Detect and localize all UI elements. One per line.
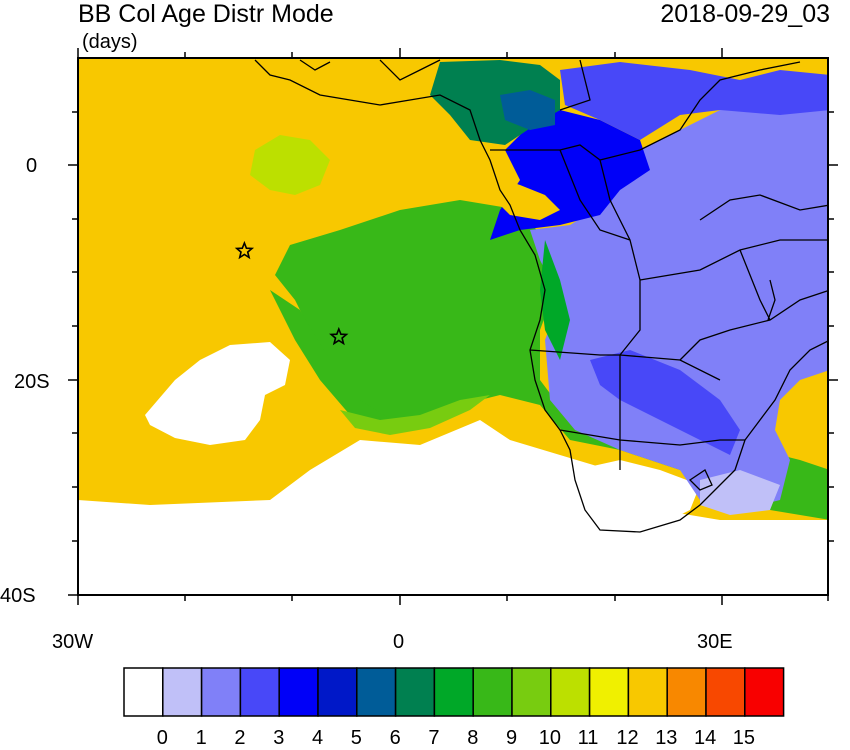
- colorbar-swatch: [744, 667, 785, 717]
- colorbar-swatch: [627, 667, 668, 717]
- field-age-11: [250, 135, 330, 195]
- colorbar-swatch: [666, 667, 707, 717]
- colorbar-tick-label: 13: [655, 727, 678, 749]
- field-age-0-safrica: [575, 460, 700, 540]
- field-age-10-band: [340, 395, 490, 435]
- colorbar-tick-label: 12: [616, 727, 639, 749]
- field-age-13-coast: [490, 175, 560, 220]
- colorbar-tick-label: 10: [538, 727, 562, 749]
- units-label: (days): [82, 31, 138, 53]
- coastlines: [254, 59, 828, 533]
- star-marker-icon: [234, 240, 255, 260]
- field-age-9-strip: [270, 290, 400, 430]
- colorbar-swatch: [472, 667, 513, 717]
- field-age-6: [500, 90, 555, 130]
- field-age-2: [530, 100, 828, 510]
- field-age-1: [700, 470, 780, 515]
- colorbar-tick-label: 9: [506, 727, 518, 749]
- lon-label-30e: 30E: [697, 631, 733, 653]
- colorbar-swatch: [123, 667, 164, 717]
- field-age-8: [540, 240, 570, 360]
- field-age-3b: [560, 62, 828, 140]
- colorbar: [123, 667, 785, 717]
- lat-label-20s: 20S: [14, 371, 50, 393]
- colorbar-tick-label: 11: [577, 727, 599, 749]
- colorbar-tick-label: 0: [156, 727, 168, 749]
- colorbar-tick-label: 6: [389, 727, 401, 749]
- colorbar-tick-label: 8: [467, 727, 479, 749]
- timestamp-label: 2018-09-29_03: [660, 0, 830, 28]
- field-age-13-east: [790, 371, 828, 445]
- field-age-0-blob: [145, 342, 290, 445]
- colorbar-tick-label: 15: [732, 727, 756, 749]
- colorbar-tick-label: 5: [350, 727, 362, 749]
- colorbar-swatch: [550, 667, 591, 717]
- colorbar-tick-label: 14: [694, 727, 717, 749]
- colorbar-swatch: [239, 667, 280, 717]
- map-plot-area: [78, 58, 828, 595]
- map-title: BB Col Age Distr Mode: [78, 0, 334, 28]
- colorbar-tick-label: 4: [312, 727, 324, 749]
- field-age-0-south: [78, 420, 828, 595]
- axis-ticks: [68, 48, 838, 605]
- colorbar-swatch: [705, 667, 746, 717]
- colorbar-swatch: [162, 667, 203, 717]
- colorbar-swatch: [511, 667, 552, 717]
- lat-label-0: 0: [26, 155, 38, 177]
- field-age-9: [275, 200, 828, 520]
- colorbar-tick-label: 7: [428, 727, 440, 749]
- colorbar-swatch: [433, 667, 474, 717]
- colorbar-swatch: [200, 667, 242, 717]
- colorbar-swatch: [278, 667, 319, 717]
- site-markers: [234, 240, 349, 346]
- colorbar-swatch: [588, 667, 630, 717]
- lon-label-0: 0: [393, 631, 405, 653]
- colorbar-tick-label: 1: [195, 727, 207, 749]
- lon-label-30w: 30W: [52, 631, 94, 653]
- star-marker-icon: [329, 326, 349, 346]
- colorbar-swatch: [317, 667, 358, 717]
- colorbar-tick-label: 3: [273, 727, 285, 749]
- field-age-3: [590, 350, 740, 455]
- lat-label-40s: 40S: [0, 585, 36, 607]
- colorbar-swatch: [394, 667, 436, 717]
- colorbar-swatch: [356, 667, 397, 717]
- colorbar-tick-label: 2: [234, 727, 246, 749]
